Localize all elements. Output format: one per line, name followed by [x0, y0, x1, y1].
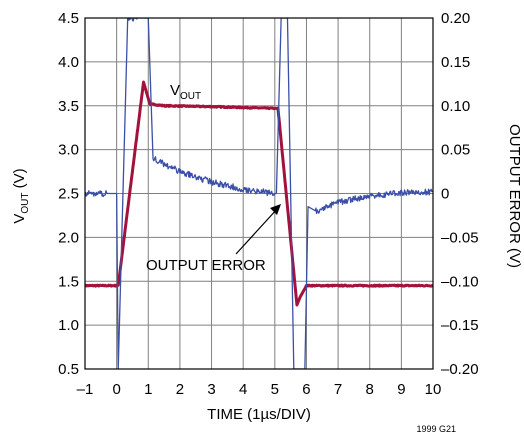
x-tick-label: –1: [77, 381, 94, 398]
y-left-tick-label: 3.5: [58, 98, 79, 115]
y-left-tick-label: 2.5: [58, 186, 79, 203]
x-tick-label: 4: [239, 381, 247, 398]
figure-id: 1999 G21: [416, 424, 456, 434]
error-annotation-arrow: [235, 207, 279, 255]
y-right-tick-label: 0.20: [441, 10, 470, 27]
series-line-vout: [85, 80, 433, 307]
y-axis-right-label: OUTPUT ERROR (V): [506, 124, 523, 268]
y-left-tick-label: 3.0: [58, 142, 79, 159]
x-tick-label: 10: [425, 381, 442, 398]
y-right-tick-label: –0.15: [441, 317, 479, 334]
y-right-tick-label: –0.20: [441, 361, 479, 378]
y-left-tick-label: 2.0: [58, 229, 79, 246]
y-axis-left-label-main: V: [11, 214, 28, 224]
y-left-tick-label: 1.0: [58, 317, 79, 334]
y-left-tick-label: 4.0: [58, 54, 79, 71]
y-axis-left-label: VOUT (V): [11, 168, 31, 223]
vout-annotation-sub: OUT: [180, 91, 201, 102]
y-right-tick-label: 0.05: [441, 142, 470, 159]
y-left-tick-label: 0.5: [58, 361, 79, 378]
grid-lines: [85, 18, 433, 369]
y-right-tick-label: –0.05: [441, 229, 479, 246]
x-tick-label: 3: [207, 381, 215, 398]
y-right-tick-label: –0.10: [441, 273, 479, 290]
x-tick-label: 9: [397, 381, 405, 398]
y-right-tick-label: 0.15: [441, 54, 470, 71]
y-left-tick-label: 1.5: [58, 273, 79, 290]
vout-annotation: VOUT: [170, 82, 201, 102]
plot-area: [85, 18, 433, 369]
x-tick-label: 1: [144, 381, 152, 398]
y-right-tick-label: 0: [441, 186, 449, 203]
plot-frame: [84, 17, 434, 370]
tick-labels: –1 0 1 2 3 4 5 6 7 8 9 10 0.5 1.0 1.5 2.0 2.5 3.0 3.5 4.0 4.…: [58, 10, 478, 398]
x-tick-label: 8: [366, 381, 374, 398]
x-tick-label: 2: [176, 381, 184, 398]
vout-annotation-main: V: [170, 82, 180, 99]
y-left-tick-label: 4.5: [58, 10, 79, 27]
x-tick-label: 7: [334, 381, 342, 398]
error-annotation-arrowhead: [270, 204, 281, 215]
y-axis-left-label-unit: (V): [11, 168, 28, 192]
error-annotation: OUTPUT ERROR: [146, 257, 266, 274]
x-tick-label: 6: [302, 381, 310, 398]
x-tick-label: 0: [112, 381, 120, 398]
y-axis-left-label-sub: OUT: [20, 193, 31, 214]
x-axis-label: TIME (1µs/DIV): [207, 406, 311, 423]
series-line-output-error: [85, 18, 433, 369]
x-tick-label: 5: [271, 381, 279, 398]
y-right-tick-label: 0.10: [441, 98, 470, 115]
